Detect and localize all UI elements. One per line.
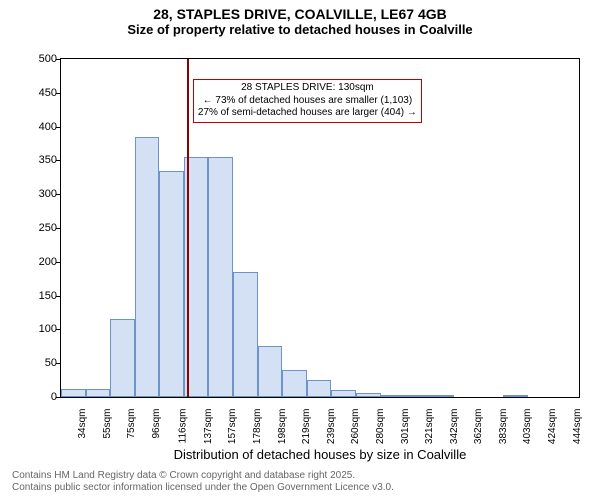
histogram-bar <box>503 395 528 397</box>
y-tick-mark <box>56 93 61 94</box>
histogram-bar <box>208 157 233 397</box>
histogram-bar <box>135 137 160 397</box>
x-tick-label: 362sqm <box>473 409 484 445</box>
histogram-bar <box>110 319 135 397</box>
annotation-line: ← 73% of detached houses are smaller (1,… <box>198 95 417 108</box>
x-tick-label: 444sqm <box>571 409 582 445</box>
x-tick-label: 157sqm <box>227 409 238 445</box>
x-tick-label: 137sqm <box>203 409 214 445</box>
y-tick-mark <box>56 59 61 60</box>
x-axis-label: Distribution of detached houses by size … <box>60 447 580 462</box>
x-tick-label: 219sqm <box>301 409 312 445</box>
histogram-bar <box>159 171 184 397</box>
reference-line <box>187 59 189 397</box>
histogram-bar <box>405 395 430 397</box>
x-tick-label: 34sqm <box>77 409 88 439</box>
x-tick-label: 383sqm <box>498 409 509 445</box>
histogram-bar <box>233 272 258 397</box>
histogram-bar <box>258 346 283 397</box>
y-tick-mark <box>56 397 61 398</box>
annotation-line: 27% of semi-detached houses are larger (… <box>198 107 417 120</box>
y-tick-mark <box>56 127 61 128</box>
x-tick-label: 301sqm <box>399 409 410 445</box>
footnote-line1: Contains HM Land Registry data © Crown c… <box>12 470 394 482</box>
y-tick-mark <box>56 329 61 330</box>
histogram-bar <box>430 395 455 397</box>
chart-wrap: Number of detached properties 0501001502… <box>60 44 580 424</box>
histogram-bar <box>356 393 381 397</box>
histogram-bar <box>331 390 356 397</box>
histogram-bar <box>307 380 332 397</box>
x-tick-label: 403sqm <box>522 409 533 445</box>
y-tick-mark <box>56 194 61 195</box>
y-tick-mark <box>56 262 61 263</box>
x-tick-label: 260sqm <box>350 409 361 445</box>
footnote-line2: Contains public sector information licen… <box>12 482 394 494</box>
x-tick-label: 96sqm <box>151 409 162 439</box>
y-tick-mark <box>56 296 61 297</box>
x-tick-label: 178sqm <box>252 409 263 445</box>
x-tick-label: 280sqm <box>375 409 386 445</box>
annotation-box: 28 STAPLES DRIVE: 130sqm← 73% of detache… <box>193 79 422 123</box>
x-tick-label: 321sqm <box>424 409 435 445</box>
histogram-bar <box>282 370 307 397</box>
x-tick-label: 424sqm <box>547 409 558 445</box>
y-tick-mark <box>56 363 61 364</box>
footnote: Contains HM Land Registry data © Crown c… <box>12 470 394 494</box>
y-tick-mark <box>56 160 61 161</box>
histogram-bar <box>381 395 406 397</box>
x-tick-label: 342sqm <box>448 409 459 445</box>
plot-area: 05010015020025030035040045050034sqm55sqm… <box>60 58 580 398</box>
chart-title-secondary: Size of property relative to detached ho… <box>0 22 600 37</box>
histogram-bar <box>86 389 111 397</box>
chart-container: 28, STAPLES DRIVE, COALVILLE, LE67 4GB S… <box>0 0 600 500</box>
y-tick-mark <box>56 228 61 229</box>
x-tick-label: 116sqm <box>178 409 189 444</box>
x-tick-label: 75sqm <box>126 409 137 439</box>
x-tick-label: 198sqm <box>276 409 287 445</box>
x-tick-label: 239sqm <box>326 409 337 445</box>
annotation-line: 28 STAPLES DRIVE: 130sqm <box>198 82 417 95</box>
histogram-bar <box>61 389 86 397</box>
chart-title-primary: 28, STAPLES DRIVE, COALVILLE, LE67 4GB <box>0 0 600 22</box>
x-tick-label: 55sqm <box>102 409 113 439</box>
